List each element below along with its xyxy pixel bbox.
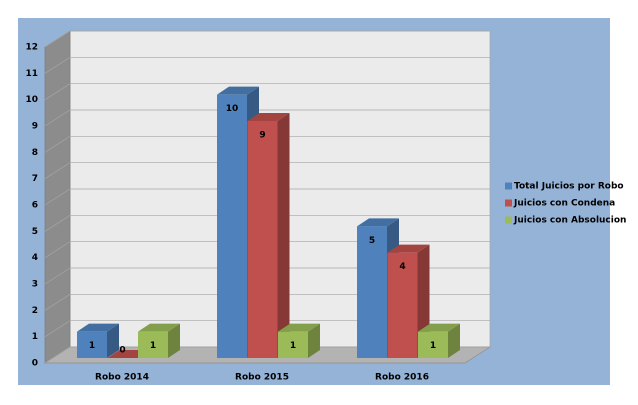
bars	[77, 86, 460, 359]
value-label: 10	[226, 104, 239, 114]
bar	[418, 331, 448, 358]
grid-line	[44, 30, 490, 48]
y-tick-label: 8	[32, 148, 38, 158]
bar	[77, 331, 107, 358]
value-label: 1	[290, 341, 296, 351]
bar-top	[217, 86, 259, 95]
y-tick-label: 9	[32, 122, 38, 132]
x-tick-label: Robo 2014	[95, 373, 149, 383]
bar-top	[138, 323, 180, 332]
grid-line	[44, 293, 490, 311]
legend-label: Juicios con Condena	[513, 199, 615, 209]
bar	[278, 331, 308, 358]
y-tick-label: 1	[32, 332, 38, 342]
grid-line	[44, 83, 490, 100]
value-label: 1	[89, 341, 95, 351]
legend-label: Total Juicios por Robo	[514, 182, 624, 192]
grid-line	[44, 188, 490, 206]
value-label: 0	[119, 346, 125, 356]
bar-top	[357, 218, 399, 227]
grid	[44, 30, 490, 364]
bar-top	[278, 323, 320, 332]
legend-swatch	[505, 216, 512, 224]
grid-line	[44, 135, 490, 153]
bar-side	[448, 323, 460, 358]
grid-line	[44, 56, 490, 74]
bar-top	[418, 323, 460, 332]
bar-side	[277, 113, 290, 358]
y-tick-label: 5	[32, 227, 38, 237]
legend-label: Juicios con Absolucion	[513, 216, 626, 226]
y-tick-label: 2	[32, 306, 38, 316]
value-label: 1	[430, 341, 436, 351]
bar	[138, 331, 168, 358]
y-tick-label: 6	[32, 201, 38, 211]
x-tick-label: Robo 2015	[235, 373, 289, 383]
bar-side	[107, 323, 119, 358]
bar-top	[387, 244, 430, 253]
grid-line	[44, 162, 490, 179]
y-tick-label: 11	[25, 69, 38, 79]
bar-side	[308, 323, 320, 358]
bar	[217, 94, 247, 359]
y-tick-label: 4	[32, 253, 38, 263]
bar	[357, 226, 387, 358]
x-tick-label: Robo 2016	[375, 373, 429, 383]
grid-line	[44, 214, 490, 232]
value-label: 9	[259, 131, 265, 141]
legend-swatch	[505, 199, 512, 207]
bar	[247, 121, 278, 358]
bar	[387, 252, 418, 358]
grid-line	[44, 346, 490, 364]
bar-top	[77, 323, 119, 332]
value-label: 5	[369, 236, 375, 246]
bar-side	[168, 323, 180, 358]
value-label: 4	[399, 262, 405, 272]
y-tick-label: 7	[32, 174, 38, 184]
grid-line	[44, 267, 490, 285]
bar-top	[247, 113, 290, 121]
grid-line	[44, 109, 490, 127]
grid-line	[44, 320, 490, 337]
value-label: 1	[150, 341, 156, 351]
grid-line	[44, 241, 490, 258]
y-tick-label: 3	[32, 280, 38, 290]
y-tick-label: 12	[25, 43, 38, 53]
y-tick-label: 0	[32, 359, 38, 369]
legend-swatch	[505, 182, 512, 190]
y-tick-label: 10	[25, 95, 38, 105]
